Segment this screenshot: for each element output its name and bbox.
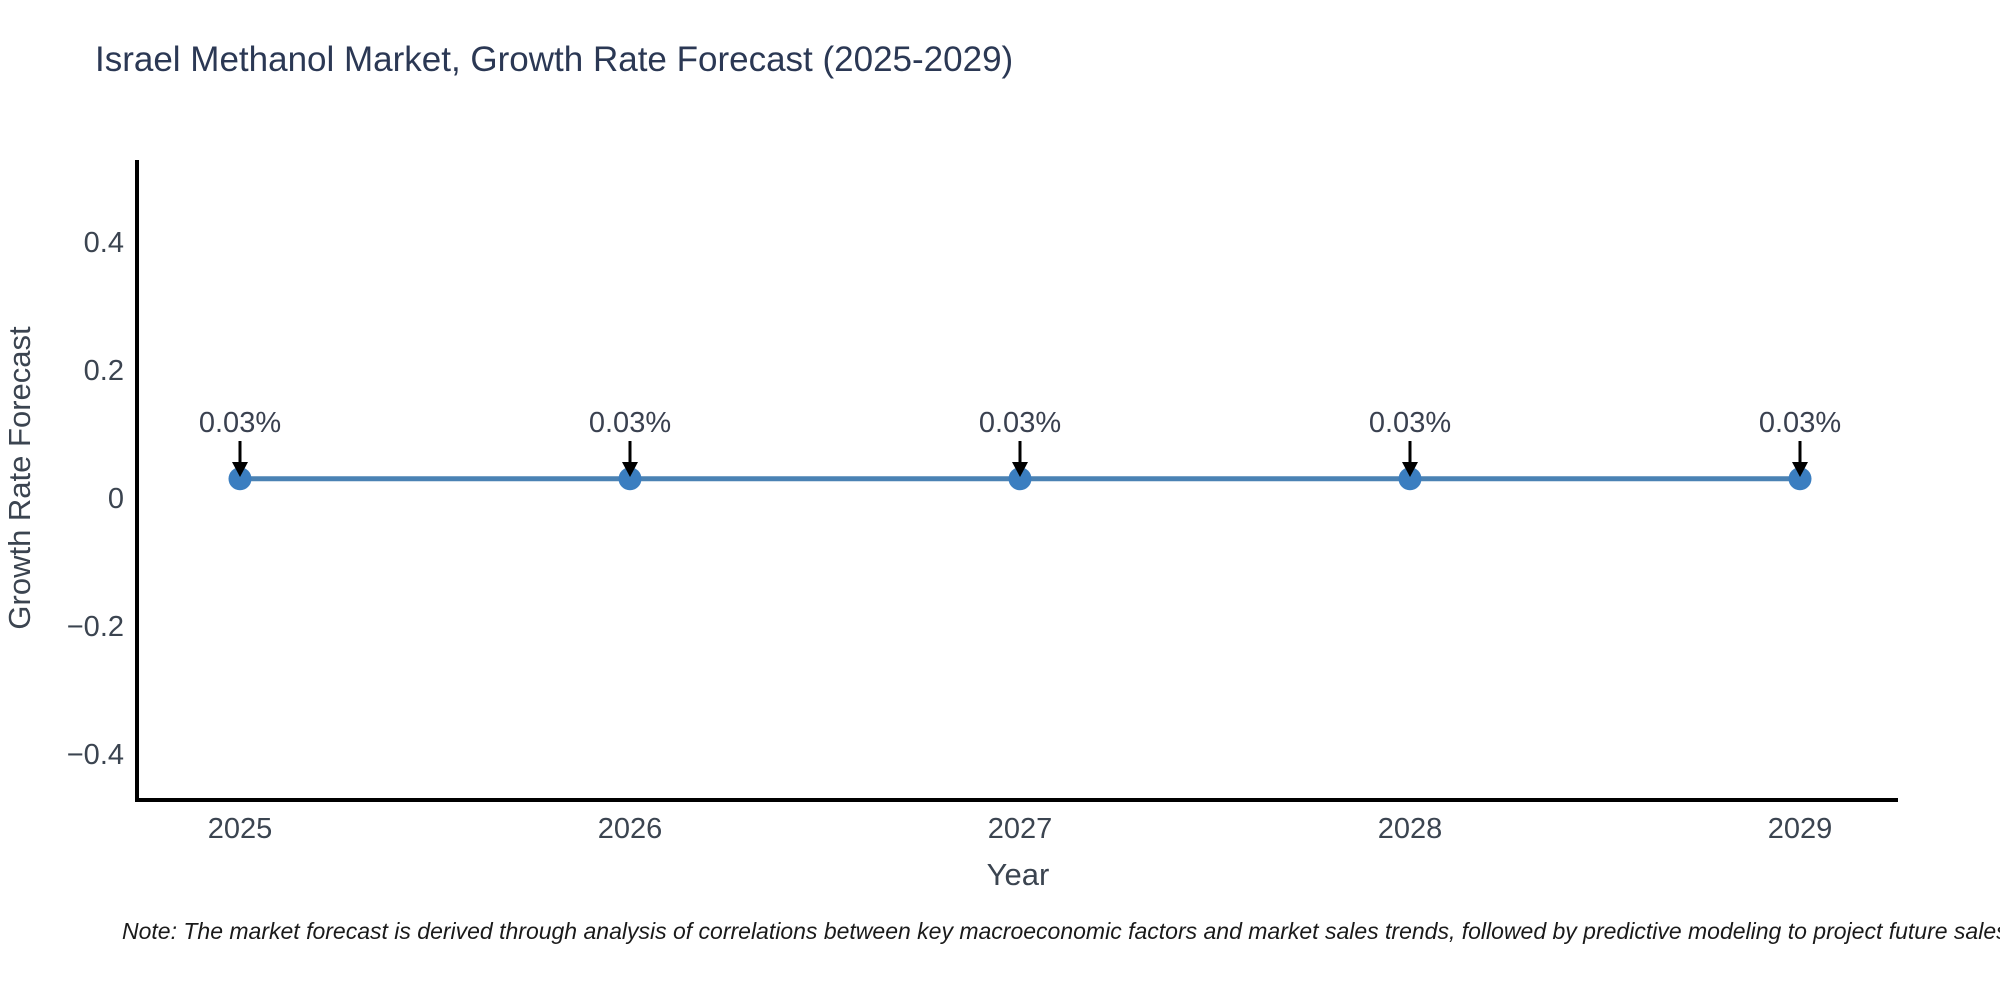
annotation-arrowhead-icon <box>1792 462 1808 477</box>
data-point-marker <box>1398 467 1422 491</box>
annotation-label: 0.03% <box>979 407 1061 439</box>
x-tick-label: 2025 <box>208 813 273 845</box>
x-tick-label: 2029 <box>1768 813 1833 845</box>
y-axis-title: Growth Rate Forecast <box>2 326 37 630</box>
annotation-label: 0.03% <box>1759 407 1841 439</box>
chart-title: Israel Methanol Market, Growth Rate Fore… <box>95 40 1014 79</box>
x-axis-tick-labels: 2025 2026 2027 2028 2029 <box>208 813 1833 845</box>
y-tick-label: 0.4 <box>84 227 124 259</box>
x-tick-label: 2026 <box>598 813 663 845</box>
annotation-label: 0.03% <box>589 407 671 439</box>
data-series <box>228 467 1812 491</box>
data-point-marker <box>1788 467 1812 491</box>
annotation-arrowhead-icon <box>1012 462 1028 477</box>
y-axis-tick-labels: 0.4 0.2 0 −0.2 −0.4 <box>67 227 124 771</box>
y-tick-label: −0.4 <box>67 739 124 771</box>
annotation-label: 0.03% <box>199 407 281 439</box>
footnote: Note: The market forecast is derived thr… <box>122 918 2000 944</box>
y-tick-label: −0.2 <box>67 611 124 643</box>
annotation-arrowhead-icon <box>1402 462 1418 477</box>
annotation-label: 0.03% <box>1369 407 1451 439</box>
x-tick-label: 2027 <box>988 813 1053 845</box>
axis-spines <box>135 160 1898 802</box>
annotation-arrowhead-icon <box>622 462 638 477</box>
y-tick-label: 0.2 <box>84 355 124 387</box>
data-point-marker <box>228 467 252 491</box>
annotation-arrowhead-icon <box>232 462 248 477</box>
point-annotations: 0.03% 0.03% 0.03% 0.03% 0.03% <box>199 407 1841 477</box>
data-point-marker <box>618 467 642 491</box>
data-point-marker <box>1008 467 1032 491</box>
x-tick-label: 2028 <box>1378 813 1443 845</box>
y-tick-label: 0 <box>108 483 124 515</box>
x-axis-title: Year <box>987 857 1050 892</box>
